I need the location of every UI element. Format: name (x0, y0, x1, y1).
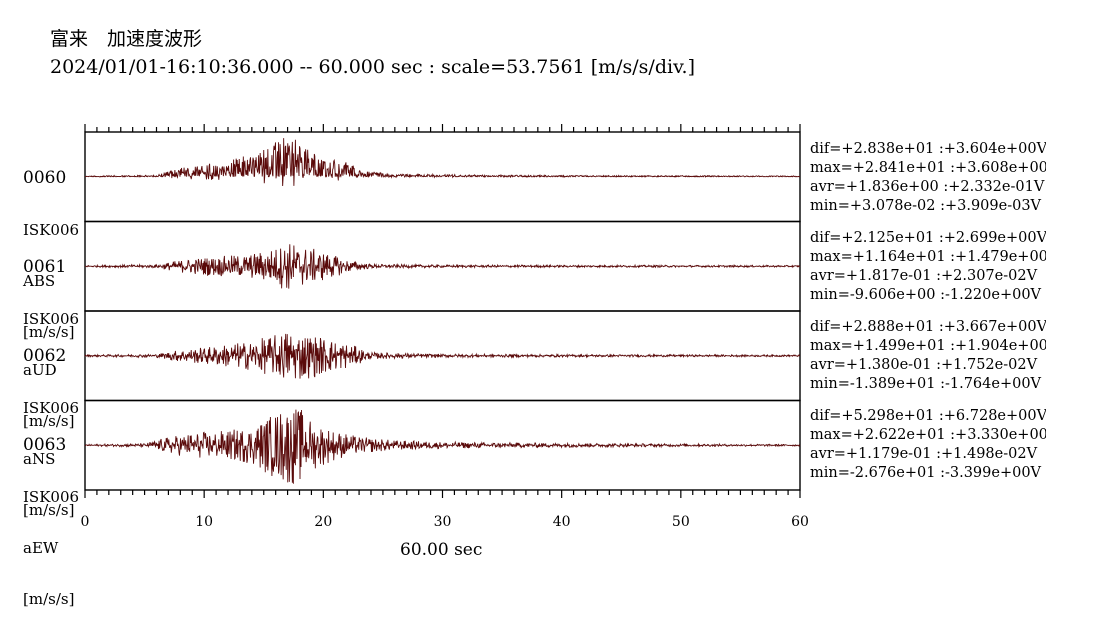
channel-id: 0063 (23, 435, 67, 455)
stat-dif: dif=+5.298e+01 :+6.728e+00V (810, 408, 1046, 424)
channel-label-0061: 0061 ISK006 aUD [m/s/s] (23, 223, 79, 447)
chart-title: 富来 加速度波形 (50, 28, 203, 50)
channel-stats-0060: dif=+2.838e+01 :+3.604e+00V max=+2.841e+… (810, 140, 1046, 216)
x-tick-label: 30 (434, 514, 452, 530)
channel-unit: [m/s/s] (23, 412, 75, 430)
x-tick-label: 10 (195, 514, 213, 530)
stat-max: max=+2.622e+01 :+3.330e+00V (810, 427, 1046, 443)
stat-min: min=+3.078e-02 :+3.909e-03V (810, 198, 1042, 214)
channel-station: ISK006 (23, 399, 80, 417)
channel-label-0063: 0063 ISK006 aEW [m/s/s] (23, 401, 79, 625)
x-tick-label: 50 (672, 514, 690, 530)
channel-component: aUD (23, 361, 57, 379)
plot-traces (84, 138, 801, 484)
x-tick-label: 40 (553, 514, 571, 530)
channel-component: aEW (23, 539, 59, 557)
channel-station: ISK006 (23, 221, 80, 239)
waveform-plot: 0 10 20 30 40 50 60 (81, 124, 809, 530)
channel-station: ISK006 (23, 488, 80, 506)
channel-id: 0062 (23, 346, 67, 366)
waveform-trace-0063 (84, 409, 801, 484)
channel-component: ABS (23, 272, 56, 290)
channel-stats-0063: dif=+5.298e+01 :+6.728e+00V max=+2.622e+… (810, 407, 1046, 483)
stat-dif: dif=+2.838e+01 :+3.604e+00V (810, 141, 1046, 157)
channel-component: aNS (23, 450, 56, 468)
waveform-trace-0061 (84, 244, 801, 289)
x-tick-label: 20 (314, 514, 332, 530)
stat-max: max=+1.164e+01 :+1.479e+00V (810, 249, 1046, 265)
stat-min: min=-1.389e+01 :-1.764e+00V (810, 376, 1042, 392)
stat-avr: avr=+1.179e-01 :+1.498e-02V (810, 446, 1038, 462)
stat-max: max=+1.499e+01 :+1.904e+00V (810, 338, 1046, 354)
channel-label-0062: 0062 ISK006 aNS [m/s/s] (23, 312, 79, 536)
channel-id: 0061 (23, 257, 67, 277)
stat-min: min=-2.676e+01 :-3.399e+00V (810, 465, 1042, 481)
chart-subtitle: 2024/01/01-16:10:36.000 -- 60.000 sec : … (50, 56, 695, 78)
plot-ticks: 0 10 20 30 40 50 60 (81, 124, 809, 530)
stat-avr: avr=+1.817e-01 :+2.307e-02V (810, 268, 1038, 284)
channel-unit: [m/s/s] (23, 501, 75, 519)
channel-stats-0062: dif=+2.888e+01 :+3.667e+00V max=+1.499e+… (810, 318, 1046, 394)
plot-axes (84, 131, 801, 491)
channel-label-0060: 0060 ISK006 ABS [m/s/s] (23, 134, 79, 358)
stat-avr: avr=+1.380e-01 :+1.752e-02V (810, 357, 1038, 373)
channel-id: 0060 (23, 168, 67, 188)
x-tick-label: 60 (791, 514, 809, 530)
stat-min: min=-9.606e+00 :-1.220e+00V (810, 287, 1042, 303)
channel-unit: [m/s/s] (23, 323, 75, 341)
stat-dif: dif=+2.125e+01 :+2.699e+00V (810, 230, 1046, 246)
stat-dif: dif=+2.888e+01 :+3.667e+00V (810, 319, 1046, 335)
stat-max: max=+2.841e+01 :+3.608e+00V (810, 160, 1046, 176)
x-tick-label: 0 (81, 514, 90, 530)
waveform-trace-0060 (84, 138, 801, 187)
channel-station: ISK006 (23, 310, 80, 328)
channel-unit: [m/s/s] (23, 590, 75, 608)
stat-avr: avr=+1.836e+00 :+2.332e-01V (810, 179, 1045, 195)
channel-stats-0061: dif=+2.125e+01 :+2.699e+00V max=+1.164e+… (810, 229, 1046, 305)
waveform-trace-0062 (84, 333, 801, 379)
x-axis-label: 60.00 sec (400, 540, 483, 560)
